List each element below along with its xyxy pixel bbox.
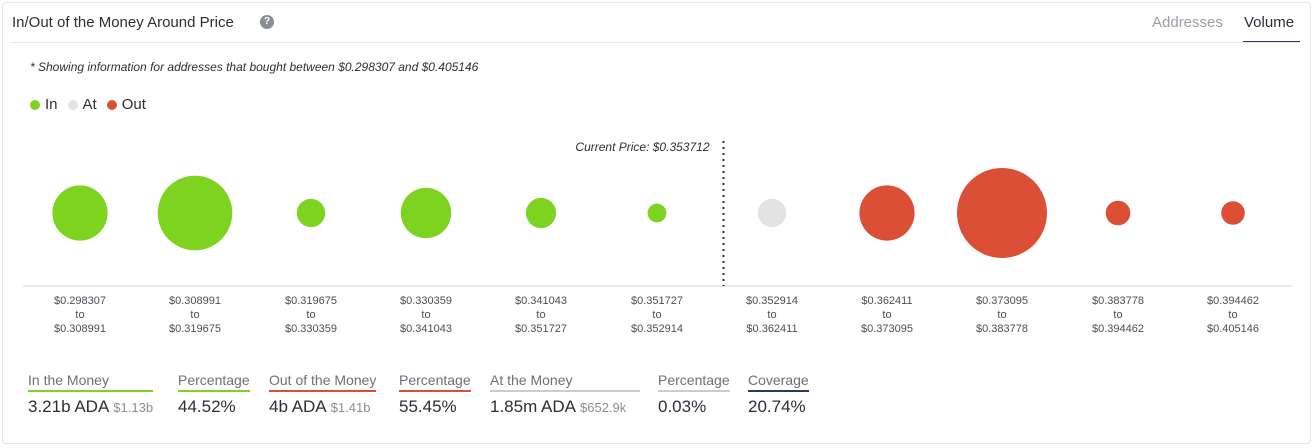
bubble-in[interactable] — [647, 203, 667, 223]
stat-value-main: 1.85m ADA — [490, 397, 576, 416]
bubble-in[interactable] — [157, 175, 233, 251]
legend: In At Out — [30, 96, 146, 113]
header-divider — [10, 42, 1300, 43]
bucket-label-from: $0.330359 — [400, 295, 452, 307]
bucket-label-from: $0.373095 — [976, 295, 1028, 307]
bucket-label-to: to — [421, 309, 430, 321]
bucket-label-from: $0.351727 — [631, 295, 683, 307]
bucket-label-to-price: $0.341043 — [400, 323, 452, 335]
bucket-label-from: $0.352914 — [746, 295, 798, 307]
tab-addresses[interactable]: Addresses — [1152, 14, 1223, 31]
bucket-label-to: to — [652, 309, 661, 321]
stat-value-usd: $1.13b — [113, 400, 154, 415]
bucket-label-from: $0.383778 — [1092, 295, 1144, 307]
bucket-label-to-price: $0.308991 — [54, 323, 106, 335]
stat-at-percentage: Percentage 0.03% — [658, 372, 730, 417]
legend-item-in[interactable]: In — [30, 96, 58, 113]
legend-out-label: Out — [121, 96, 146, 113]
bucket-label-from: $0.394462 — [1207, 295, 1259, 307]
help-icon[interactable]: ? — [260, 15, 274, 29]
bucket-label-to: to — [75, 309, 84, 321]
stat-value-main: 4b ADA — [269, 397, 327, 416]
legend-out-dot — [106, 99, 117, 110]
stat-label: Percentage — [399, 372, 471, 392]
bucket-label-to: to — [997, 309, 1006, 321]
stat-out-percentage: Percentage 55.45% — [399, 372, 471, 417]
bubble-in[interactable] — [400, 187, 452, 239]
stat-value-usd: $1.41b — [330, 400, 371, 415]
stat-label: In the Money — [28, 372, 154, 392]
tab-volume[interactable]: Volume — [1244, 14, 1295, 31]
stat-value: 1.85m ADA $652.9k — [490, 397, 640, 417]
bucket-label-to-price: $0.373095 — [861, 323, 913, 335]
stat-value-usd: $652.9k — [580, 400, 627, 415]
legend-in-dot — [30, 99, 40, 110]
bucket-label-to: to — [306, 309, 315, 321]
bucket-label-to-price: $0.352914 — [631, 323, 683, 335]
bubble-out[interactable] — [1105, 200, 1131, 226]
bucket-label-from: $0.362411 — [861, 295, 912, 307]
bucket-label-from: $0.319675 — [285, 295, 337, 307]
stat-in-the-money: In the Money 3.21b ADA $1.13b — [28, 372, 154, 417]
range-note: * Showing information for addresses that… — [30, 60, 479, 74]
stat-at-the-money: At the Money 1.85m ADA $652.9k — [490, 372, 640, 417]
bucket-label-to: to — [882, 309, 891, 321]
stat-label: Coverage — [748, 372, 809, 392]
current-price-label: Current Price: $0.353712 — [575, 140, 709, 154]
stat-label: Percentage — [178, 372, 250, 392]
bubble-in[interactable] — [296, 198, 326, 228]
bucket-label-to: to — [767, 309, 776, 321]
stat-out-of-the-money: Out of the Money 4b ADA $1.41b — [269, 372, 377, 417]
bucket-label-to: to — [1228, 309, 1237, 321]
legend-item-out[interactable]: Out — [106, 96, 146, 113]
stat-value: 3.21b ADA $1.13b — [28, 397, 153, 417]
bucket-label-to-price: $0.319675 — [169, 323, 221, 335]
bucket-label-to-price: $0.330359 — [285, 323, 337, 335]
chart-title: In/Out of the Money Around Price — [12, 14, 234, 31]
stat-value-main: 0.03% — [658, 397, 707, 416]
bucket-label-to-price: $0.405146 — [1207, 323, 1259, 335]
stat-value: 4b ADA $1.41b — [269, 397, 376, 417]
bucket-label-from: $0.308991 — [169, 295, 221, 307]
bubble-out[interactable] — [859, 185, 915, 241]
stat-value-main: 20.74% — [748, 397, 806, 416]
bucket-label-to-price: $0.351727 — [515, 323, 567, 335]
bucket-label-to-price: $0.383778 — [976, 323, 1028, 335]
bubble-out[interactable] — [957, 168, 1047, 258]
stat-label: Percentage — [658, 372, 730, 392]
stat-value-main: 44.52% — [178, 397, 236, 416]
legend-at-dot — [67, 99, 78, 110]
stat-value-main: 55.45% — [399, 397, 457, 416]
bubble-in[interactable] — [525, 197, 557, 229]
bubble-at[interactable] — [757, 198, 787, 228]
stat-value-main: 3.21b ADA — [28, 397, 110, 416]
legend-item-at[interactable]: At — [67, 96, 97, 113]
bucket-label-to: to — [1113, 309, 1122, 321]
bucket-label-from: $0.341043 — [515, 295, 567, 307]
bucket-label-to-price: $0.362411 — [746, 323, 797, 335]
stat-coverage: Coverage 20.74% — [748, 372, 809, 417]
bubble-out[interactable] — [1221, 201, 1245, 225]
bucket-label-from: $0.298307 — [54, 295, 106, 307]
stat-in-percentage: Percentage 44.52% — [178, 372, 250, 417]
bubble-in[interactable] — [52, 185, 108, 241]
bucket-label-to: to — [190, 309, 199, 321]
stat-label: Out of the Money — [269, 372, 377, 392]
legend-in-label: In — [45, 96, 58, 113]
stat-label: At the Money — [490, 372, 640, 392]
bucket-label-to-price: $0.394462 — [1092, 323, 1144, 335]
bucket-label-to: to — [536, 309, 545, 321]
legend-at-label: At — [82, 96, 97, 113]
